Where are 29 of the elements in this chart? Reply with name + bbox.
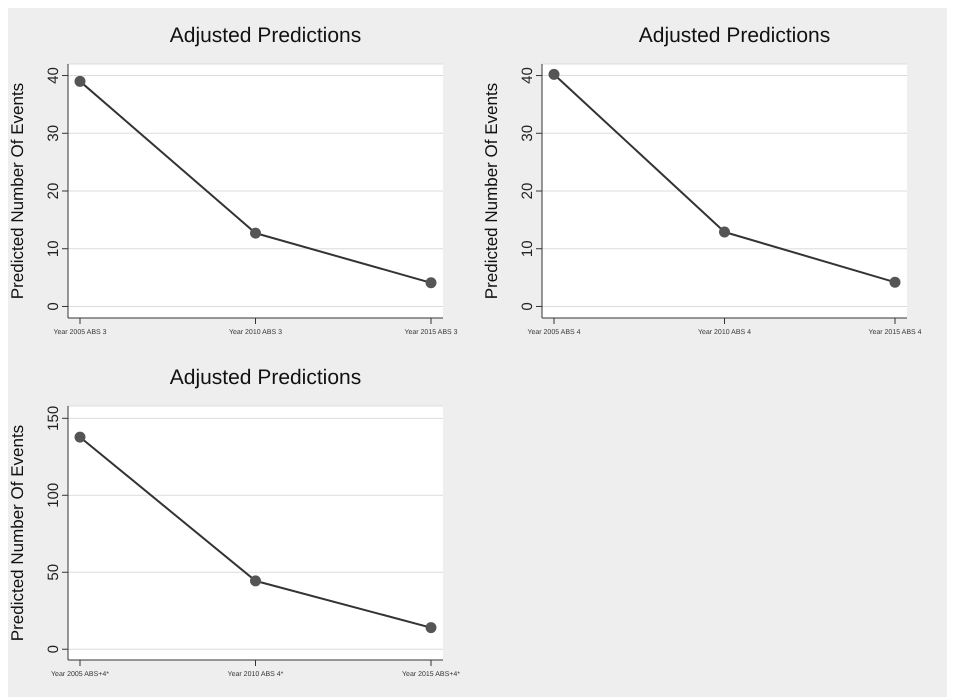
point	[250, 575, 261, 586]
y-tick-label: 30	[45, 124, 62, 142]
y-tick-label: 10	[45, 240, 62, 258]
point	[426, 277, 436, 288]
point	[890, 276, 900, 288]
y-axis-title: Predicted Number Of Events	[482, 82, 502, 300]
y-tick-label: 0	[519, 302, 536, 311]
point	[74, 432, 86, 443]
point	[719, 226, 730, 238]
y-tick-label: 30	[519, 124, 536, 142]
y-tick-label: 50	[45, 564, 62, 581]
y-tick-label: 20	[519, 182, 536, 200]
y-axis-title: Predicted Number Of Events	[8, 82, 28, 300]
chart-title: Adjusted Predictions	[638, 24, 832, 48]
point	[74, 76, 86, 87]
point	[426, 622, 436, 634]
chart-title: Adjusted Predictions	[168, 366, 362, 390]
y-tick-label: 10	[519, 240, 536, 258]
y-tick-label: 0	[45, 645, 62, 654]
y-tick-label: 100	[45, 482, 62, 508]
y-tick-label: 150	[45, 406, 62, 431]
y-tick-label: 40	[519, 67, 536, 84]
y-tick-label: 20	[45, 182, 62, 200]
chart-title: Adjusted Predictions	[168, 24, 362, 48]
point	[548, 68, 560, 80]
y-axis-title: Predicted Number Of Events	[8, 424, 28, 642]
y-tick-label: 40	[45, 67, 62, 84]
y-tick-label: 0	[45, 302, 62, 311]
point	[250, 228, 261, 239]
